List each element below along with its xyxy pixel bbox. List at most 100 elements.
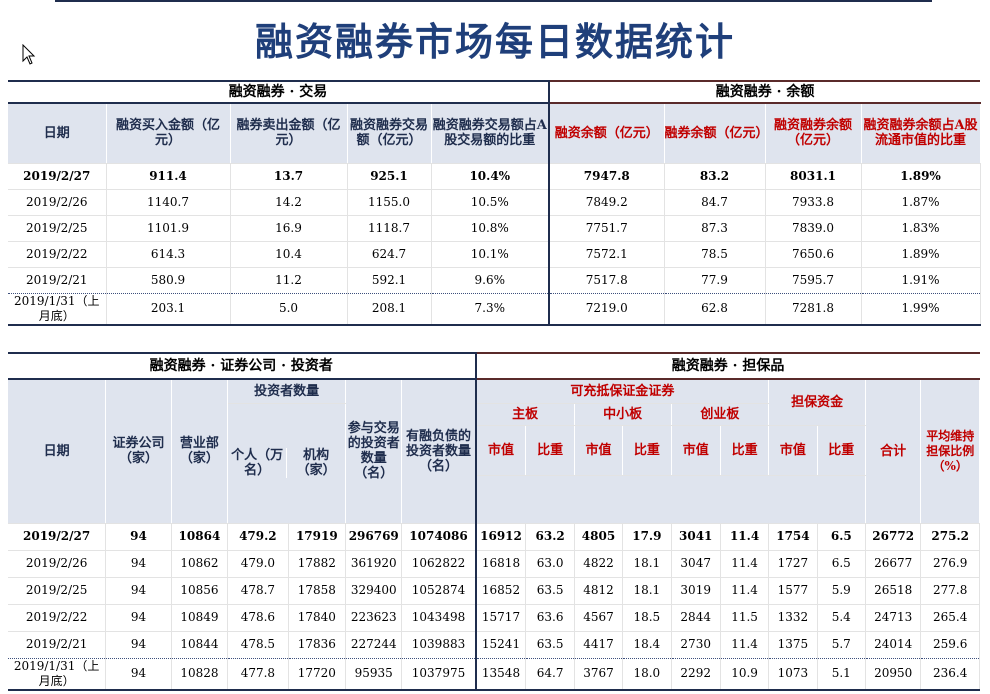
- cell-date: 2019/2/26: [8, 550, 107, 578]
- cell-gem_r: 11.4: [720, 523, 770, 551]
- cell-sec_bal: 83.2: [664, 163, 766, 190]
- cell-gem_r: 10.9: [720, 658, 770, 691]
- cell-sme_r: 18.1: [622, 577, 672, 605]
- cell-with_debt: 1043498: [401, 604, 477, 632]
- table-row: 2019/2/22 94 10849 478.6 17840 223623 1043498 1…: [8, 604, 980, 632]
- header-cash-mv: 市值: [768, 425, 818, 476]
- table-row: 2019/2/21 94 10844 478.5 17836 227244 1039883 1…: [8, 631, 980, 659]
- cell-sell: 10.4: [230, 241, 348, 268]
- cell-trade_ratio: 10.4%: [431, 163, 551, 190]
- table-row: 2019/2/27 911.4 13.7 925.1 10.4% 7947.8 83.2 80…: [8, 163, 981, 190]
- table-row: 2019/2/26 94 10862 479.0 17882 361920 1062822 1…: [8, 550, 980, 578]
- cell-sme_mv: 4567: [574, 604, 624, 632]
- cell-trade: 1155.0: [347, 189, 432, 216]
- cell-main_mv: 16852: [475, 577, 527, 605]
- cell-cash_r: 6.5: [817, 550, 866, 578]
- top-rule: [55, 0, 932, 2]
- cell-sell: 13.7: [230, 163, 348, 190]
- section-balance: 融资融券 · 余额: [549, 80, 981, 104]
- cell-trade_ratio: 10.8%: [431, 215, 551, 242]
- header-date: 日期: [8, 103, 107, 164]
- cell-trade: 925.1: [347, 163, 432, 190]
- header-participating: 参与交易的投资者数量（名）: [345, 379, 403, 524]
- cell-total: 24713: [865, 604, 922, 632]
- cell-total_bal: 8031.1: [765, 163, 862, 190]
- cell-date: 2019/1/31（上月底）: [8, 658, 107, 691]
- cell-main_r: 63.0: [525, 550, 575, 578]
- cell-brokers: 94: [105, 658, 172, 691]
- cell-participating: 329400: [345, 577, 403, 605]
- cell-date: 2019/2/21: [8, 267, 107, 294]
- cell-main_r: 63.6: [525, 604, 575, 632]
- cell-date: 2019/1/31（上月底）: [8, 293, 107, 326]
- cell-avg: 275.2: [920, 523, 980, 551]
- cell-date: 2019/2/25: [8, 215, 107, 242]
- header-institution: 机构（家）: [296, 448, 336, 478]
- cell-cash_mv: 1375: [768, 631, 818, 659]
- cell-cash_mv: 1727: [768, 550, 818, 578]
- cell-fin_bal: 7572.1: [549, 241, 665, 268]
- header-sell: 融券卖出金额（亿元）: [230, 103, 348, 164]
- cell-bal_ratio: 1.89%: [861, 163, 981, 190]
- cell-sme_r: 18.4: [622, 631, 672, 659]
- cell-cash_r: 5.9: [817, 577, 866, 605]
- cell-participating: 296769: [345, 523, 403, 551]
- cell-gem_mv: 2844: [671, 604, 721, 632]
- cell-sme_mv: 4812: [574, 577, 624, 605]
- cell-brokers: 94: [105, 523, 172, 551]
- cell-main_mv: 16912: [475, 523, 527, 551]
- cell-sell: 11.2: [230, 267, 348, 294]
- cell-with_debt: 1062822: [401, 550, 477, 578]
- cell-with_debt: 1074086: [401, 523, 477, 551]
- cell-total: 26677: [865, 550, 922, 578]
- cell-bal_ratio: 1.87%: [861, 189, 981, 216]
- header-sme-board: 中小板: [574, 403, 672, 426]
- cell-bal_ratio: 1.99%: [861, 293, 981, 326]
- header-buy: 融资买入金额（亿元）: [106, 103, 231, 164]
- cell-gem_mv: 3041: [671, 523, 721, 551]
- cell-branches: 10844: [171, 631, 229, 659]
- cell-cash_r: 5.4: [817, 604, 866, 632]
- cell-cash_mv: 1073: [768, 658, 818, 691]
- cell-fin_bal: 7517.8: [549, 267, 665, 294]
- cell-total_bal: 7281.8: [765, 293, 862, 326]
- cell-trade_ratio: 10.5%: [431, 189, 551, 216]
- cell-buy: 614.3: [106, 241, 231, 268]
- cell-institution: 17919: [288, 523, 347, 551]
- cell-bal_ratio: 1.89%: [861, 241, 981, 268]
- page-title: 融资融券市场每日数据统计: [254, 19, 735, 64]
- cell-with_debt: 1052874: [401, 577, 477, 605]
- cell-total: 26518: [865, 577, 922, 605]
- cell-trade: 624.7: [347, 241, 432, 268]
- cell-avg: 265.4: [920, 604, 980, 632]
- header-sme-mv: 市值: [574, 425, 624, 476]
- cell-total_bal: 7933.8: [765, 189, 862, 216]
- header-avg-ratio: 平均维持担保比例（%）: [920, 379, 980, 524]
- cell-bal_ratio: 1.91%: [861, 267, 981, 294]
- cell-sec_bal: 87.3: [664, 215, 766, 242]
- header-trade-ratio: 融资融券交易额占A股交易额的比重: [431, 103, 551, 164]
- cell-sec_bal: 78.5: [664, 241, 766, 268]
- header-gem-ratio: 比重: [720, 425, 770, 476]
- cell-institution: 17858: [288, 577, 347, 605]
- brokers-collateral-table: 融资融券 · 证券公司 · 投资者 融资融券 · 担保品 日期 证券公司（家） …: [8, 352, 980, 691]
- cell-individual: 478.7: [227, 577, 289, 605]
- cell-date: 2019/2/27: [8, 163, 107, 190]
- cell-branches: 10856: [171, 577, 229, 605]
- cell-institution: 17720: [288, 658, 347, 691]
- cell-main_r: 63.5: [525, 631, 575, 659]
- cell-main_r: 64.7: [525, 658, 575, 691]
- cell-fin_bal: 7219.0: [549, 293, 665, 326]
- cell-individual: 479.2: [227, 523, 289, 551]
- cell-sme_mv: 4805: [574, 523, 624, 551]
- cell-trade: 208.1: [347, 293, 432, 326]
- cell-main_mv: 13548: [475, 658, 527, 691]
- cell-main_mv: 15717: [475, 604, 527, 632]
- cell-with_debt: 1037975: [401, 658, 477, 691]
- cell-buy: 1101.9: [106, 215, 231, 242]
- cell-individual: 477.8: [227, 658, 289, 691]
- cell-gem_mv: 2730: [671, 631, 721, 659]
- cell-institution: 17840: [288, 604, 347, 632]
- cell-bal_ratio: 1.83%: [861, 215, 981, 242]
- cell-main_r: 63.5: [525, 577, 575, 605]
